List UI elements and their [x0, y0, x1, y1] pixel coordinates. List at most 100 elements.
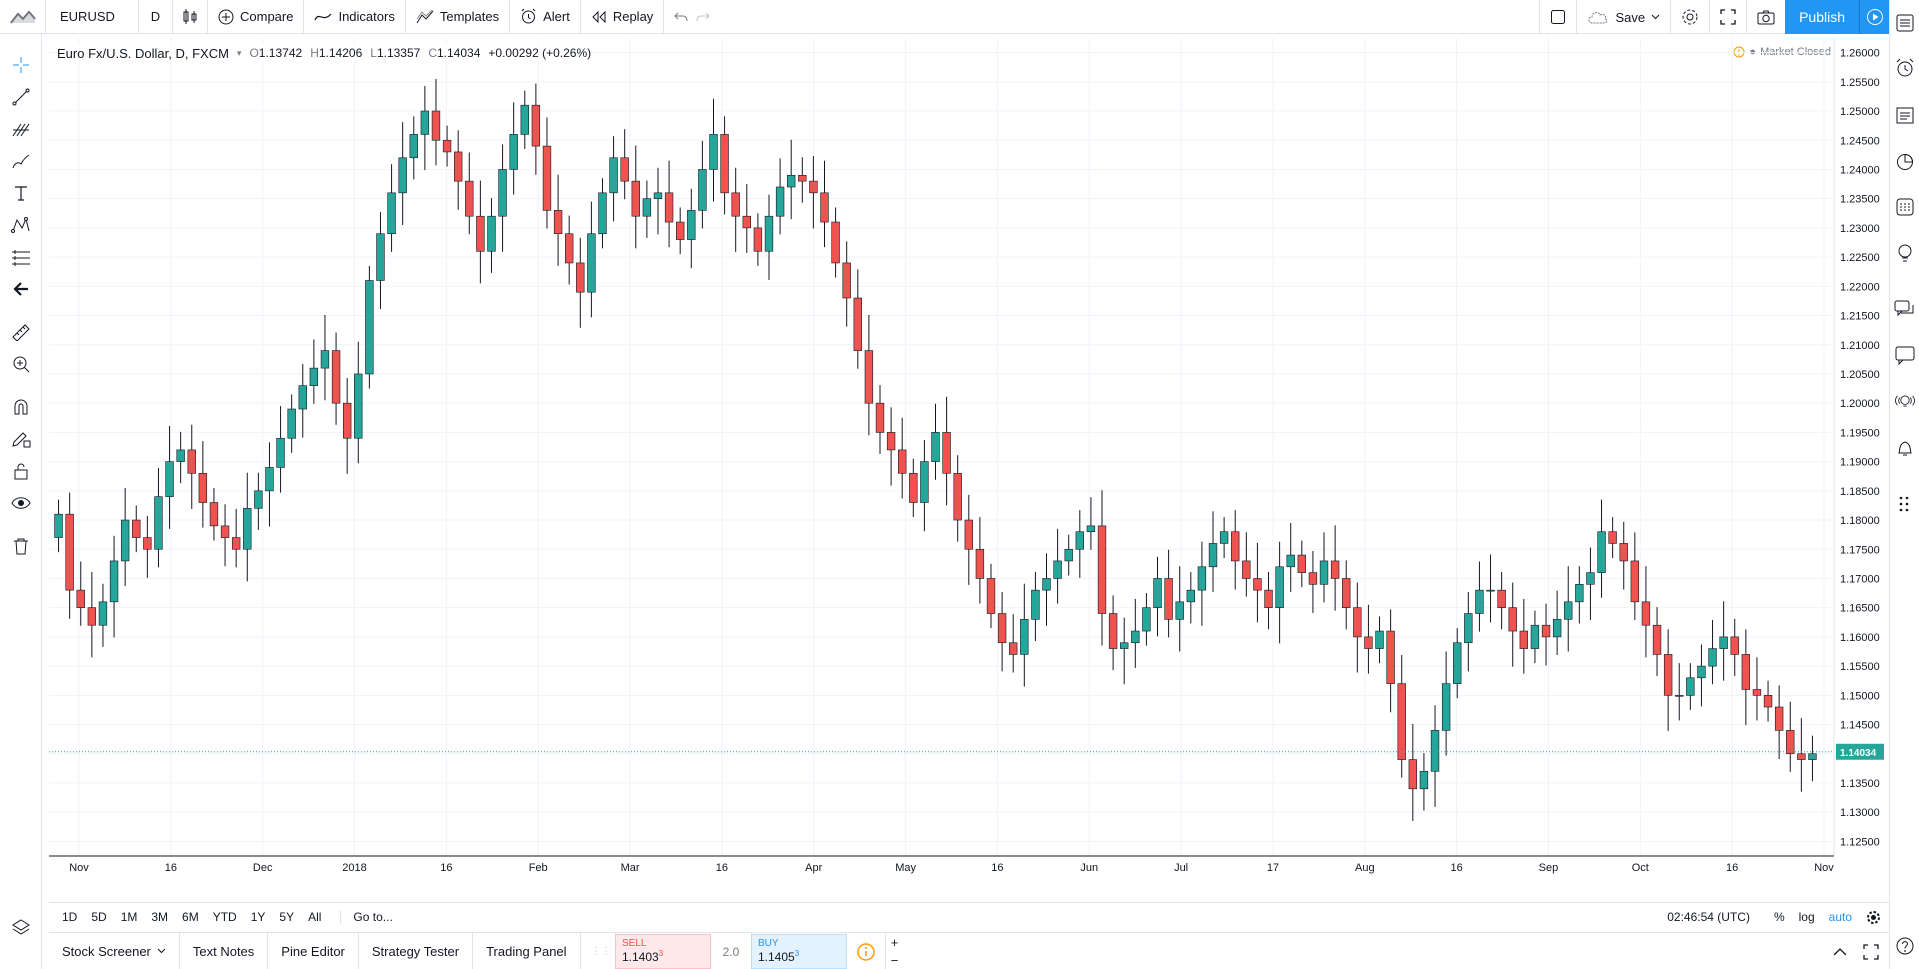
stay-drawing-tool[interactable]: [10, 428, 32, 450]
templates-label: Templates: [439, 9, 500, 24]
order-panel-button[interactable]: [1894, 493, 1916, 515]
tradingview-logo-icon[interactable]: [0, 0, 46, 34]
range-1m[interactable]: 1M: [120, 909, 138, 924]
trend-line-tool[interactable]: [10, 86, 32, 108]
help-button[interactable]: [1894, 935, 1916, 957]
measure-tool[interactable]: [10, 321, 32, 343]
hotlist-button[interactable]: [1894, 150, 1916, 172]
pattern-tool[interactable]: [10, 214, 32, 236]
candle-body: [731, 192, 740, 217]
tab-text-notes[interactable]: Text Notes: [180, 932, 269, 969]
zoom-tool[interactable]: [10, 353, 32, 375]
price-chart[interactable]: 1.26000 1.25500 1.25000 1.24500 1.24000 1.235…: [49, 38, 1889, 880]
buy-button[interactable]: BUY 1.14053: [751, 934, 847, 969]
range-3m[interactable]: 3M: [151, 909, 169, 924]
tab-strategy-tester[interactable]: Strategy Tester: [359, 932, 474, 969]
chart-style-button[interactable]: [173, 0, 208, 34]
alerts-button[interactable]: [1894, 57, 1916, 79]
price-tick-label: 1.18500: [1840, 486, 1880, 498]
symbol-search-button[interactable]: EURUSD: [46, 0, 139, 34]
layout-button[interactable]: [1539, 0, 1578, 34]
candle-body: [243, 508, 252, 550]
replay-button[interactable]: Replay: [581, 0, 665, 34]
decrease-icon[interactable]: −: [890, 952, 899, 968]
notifications-button[interactable]: [1894, 437, 1916, 459]
data-window-button[interactable]: [1894, 104, 1916, 126]
price-tick-label: 1.22000: [1840, 281, 1880, 293]
range-5d[interactable]: 5D: [91, 909, 107, 924]
interval-button[interactable]: D: [139, 0, 173, 34]
price-tick-label: 1.19000: [1840, 457, 1880, 469]
legend-title[interactable]: Euro Fx/U.S. Dollar, D, FXCM: [57, 45, 229, 61]
templates-button[interactable]: Templates: [406, 0, 511, 34]
ideas-button[interactable]: [1894, 242, 1916, 264]
brush-tool[interactable]: [10, 150, 32, 172]
candle-body: [1763, 695, 1773, 708]
alert-button[interactable]: Alert: [510, 0, 581, 34]
percent-toggle[interactable]: %: [1773, 910, 1785, 924]
trash-icon: [14, 538, 28, 555]
gear-icon[interactable]: [1866, 910, 1881, 925]
maximize-icon[interactable]: [1863, 943, 1879, 960]
log-toggle[interactable]: log: [1798, 910, 1815, 924]
clock-time[interactable]: 02:46:54 (UTC): [1667, 910, 1750, 924]
hide-drawings-tool[interactable]: [10, 492, 32, 514]
fib-tool[interactable]: [10, 118, 32, 140]
tab-trading-panel[interactable]: Trading Panel: [473, 932, 581, 969]
prediction-tool[interactable]: [10, 246, 32, 268]
pitchfork-icon: [12, 123, 30, 137]
increase-icon[interactable]: +: [890, 935, 899, 951]
time-tick-label: 16: [991, 862, 1003, 874]
goto-button[interactable]: Go to...: [340, 909, 393, 924]
trade-info-button[interactable]: [847, 934, 885, 969]
hide-toolbar-button[interactable]: [10, 278, 32, 300]
candle-body: [354, 373, 363, 439]
object-tree-button[interactable]: [10, 917, 32, 939]
settings-button[interactable]: [1671, 0, 1711, 34]
range-all[interactable]: All: [308, 909, 322, 924]
candle-style-icon: [183, 8, 197, 24]
text-tool[interactable]: [10, 182, 32, 204]
chats-button[interactable]: [1894, 298, 1916, 320]
fullscreen-button[interactable]: [1710, 0, 1748, 34]
watchlist-button[interactable]: [1894, 12, 1916, 34]
magnet-tool[interactable]: [10, 396, 32, 418]
auto-toggle[interactable]: auto: [1828, 910, 1852, 924]
candle-body: [931, 432, 940, 462]
publish-button[interactable]: Publish: [1785, 0, 1859, 34]
broadcast-button[interactable]: [1894, 390, 1916, 412]
close-label: C: [428, 46, 437, 60]
indicators-button[interactable]: Indicators: [304, 0, 406, 34]
templates-icon: [416, 9, 434, 23]
dots-grid-icon: [1899, 496, 1909, 512]
sell-button[interactable]: SELL 1.14033: [615, 934, 711, 969]
publish-menu-button[interactable]: [1859, 0, 1889, 34]
streams-button[interactable]: [1894, 344, 1916, 366]
redo-button[interactable]: [692, 0, 720, 34]
range-1y[interactable]: 1Y: [250, 909, 266, 924]
range-ytd[interactable]: YTD: [212, 909, 237, 924]
range-6m[interactable]: 6M: [182, 909, 199, 924]
undo-icon: [674, 12, 688, 21]
range-5y[interactable]: 5Y: [279, 909, 295, 924]
lock-drawings-tool[interactable]: [10, 460, 32, 482]
candle-body: [1064, 548, 1073, 562]
crosshair-tool[interactable]: [10, 54, 32, 76]
undo-button[interactable]: [664, 0, 692, 34]
candle-body: [1730, 636, 1739, 655]
calendar-button[interactable]: [1894, 196, 1916, 218]
candle-body: [1097, 525, 1107, 614]
drag-handle-icon[interactable]: ⋮⋮: [591, 946, 611, 957]
tab-stock-screener[interactable]: Stock Screener: [49, 932, 180, 969]
snapshot-button[interactable]: [1747, 0, 1785, 34]
chevron-up-icon[interactable]: [1833, 947, 1847, 956]
remove-drawings-tool[interactable]: [10, 535, 32, 557]
tab-stock-screener-label: Stock Screener: [62, 943, 151, 959]
compare-button[interactable]: Compare: [208, 0, 305, 34]
save-button[interactable]: Save: [1577, 0, 1672, 34]
tab-pine-editor[interactable]: Pine Editor: [268, 932, 359, 969]
candle-body: [1564, 601, 1573, 620]
broadcast-bulb-icon: [1895, 395, 1915, 407]
candle-body: [476, 215, 485, 252]
range-1d[interactable]: 1D: [62, 909, 78, 924]
